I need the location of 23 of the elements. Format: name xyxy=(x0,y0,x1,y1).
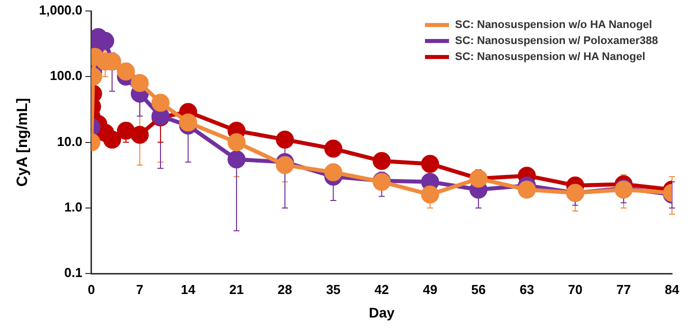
x-tick-label: 7 xyxy=(136,282,144,297)
x-tick-label: 0 xyxy=(88,282,95,297)
x-tick-label: 35 xyxy=(326,282,341,297)
legend-label: SC: Nanosuspension w/o HA Nanogel xyxy=(455,19,652,31)
y-tick-label: 1.0 xyxy=(64,200,82,215)
x-tick-label: 63 xyxy=(520,282,534,297)
x-tick-label: 70 xyxy=(568,282,582,297)
legend-label: SC: Nanosuspension w/ Poloxamer388 xyxy=(455,35,658,47)
x-tick-label: 14 xyxy=(180,282,196,297)
x-tick-label: 56 xyxy=(471,282,486,297)
x-tick-label: 84 xyxy=(664,282,680,297)
x-tick-label: 49 xyxy=(422,282,438,297)
legend-label: SC: Nanosuspension w/ HA Nanogel xyxy=(455,51,646,63)
y-axis-title: CyA [ng/mL] xyxy=(14,98,32,187)
y-tick-label: 0.1 xyxy=(64,265,82,280)
y-tick-label: 100.0 xyxy=(50,68,82,84)
x-tick-label: 28 xyxy=(278,282,292,297)
x-tick-label: 77 xyxy=(616,282,631,297)
x-tick-label: 42 xyxy=(374,282,389,297)
x-tick-label: 21 xyxy=(229,282,244,297)
y-tick-label: 10.0 xyxy=(57,134,82,149)
x-axis-title: Day xyxy=(368,304,395,320)
y-tick-label: 1,000.0 xyxy=(39,2,82,18)
